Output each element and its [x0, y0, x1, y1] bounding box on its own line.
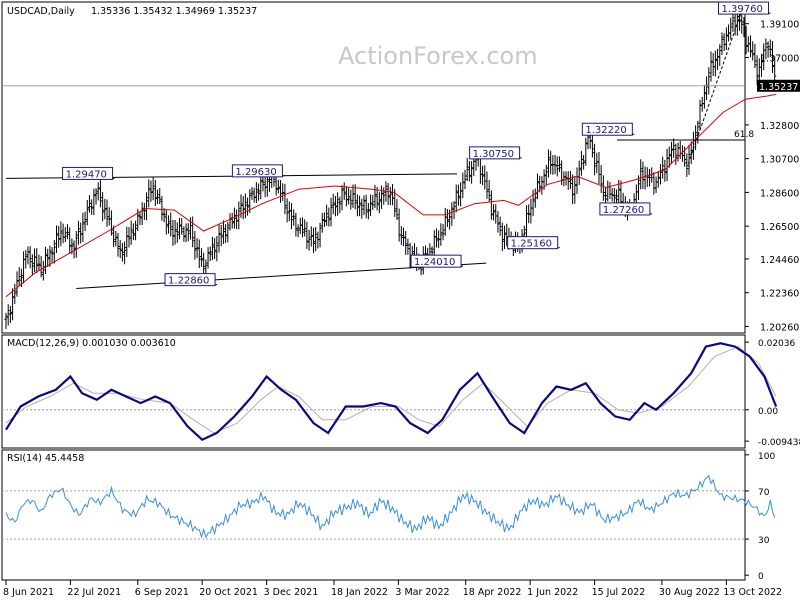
level-label-box — [507, 236, 559, 250]
x-axis-band — [2, 583, 745, 597]
pane-frame-3 — [1, 449, 746, 581]
moving-average-line — [5, 93, 777, 298]
x-tick-label: 15 Jul 2022 — [592, 587, 646, 598]
macd-line — [5, 342, 778, 442]
y-tick-label: 1.32800 — [760, 121, 799, 132]
level-label-box — [231, 164, 283, 178]
pane-frame-1 — [1, 1, 746, 334]
rsi-y-label: 0 — [758, 572, 764, 582]
level-label-box — [599, 202, 651, 216]
x-tick-label: 20 Oct 2021 — [199, 587, 258, 598]
macd-y-label: 0.00 — [758, 407, 778, 417]
level-label-box — [164, 273, 216, 287]
level-label: 1.32220 — [585, 125, 626, 136]
rsi-y-label: 30 — [758, 536, 770, 546]
last-price-box — [757, 79, 800, 92]
x-tick-label: 1 Jun 2022 — [527, 587, 578, 598]
level-label: 1.29630 — [235, 167, 276, 178]
ohlc-header: 1.35336 1.35432 1.34969 1.35237 — [91, 6, 257, 17]
macd-y-label: 0.02036 — [758, 339, 795, 349]
pane-frame-2 — [1, 334, 746, 449]
rsi-y-label: 70 — [758, 488, 770, 498]
level-label-box — [410, 254, 462, 268]
x-tick-label: 18 Apr 2022 — [463, 587, 522, 598]
x-tick-label: 6 Sep 2021 — [135, 587, 189, 598]
x-tick-label: 3 Mar 2022 — [395, 587, 449, 598]
y-tick-label: 1.30700 — [760, 155, 799, 166]
level-label-box — [581, 122, 633, 136]
y-tick-label: 1.28600 — [760, 188, 799, 199]
macd-signal-line — [5, 346, 777, 434]
macd-y-label: -0.009438 — [758, 438, 800, 448]
level-label: 1.27260 — [603, 205, 644, 216]
rsi-line — [5, 474, 776, 539]
level-label-box — [718, 1, 770, 15]
level-label: 1.25160 — [511, 239, 552, 250]
y-tick-label: 1.24460 — [760, 255, 799, 266]
chart-title: USDCAD,Daily — [7, 6, 75, 17]
watermark: ActionForex.com — [338, 42, 538, 70]
y-tick-label: 1.22360 — [760, 289, 799, 300]
x-tick-label: 3 Dec 2021 — [264, 587, 319, 598]
level-label: 1.30750 — [473, 149, 514, 160]
y-tick-label: 1.39100 — [760, 20, 799, 31]
rsi-title: RSI(14) 45.4458 — [7, 453, 84, 464]
x-tick-label: 30 Aug 2022 — [659, 587, 720, 598]
level-label-box — [469, 146, 521, 160]
last-price-label: 1.35237 — [759, 82, 798, 93]
x-tick-label: 22 Jul 2021 — [67, 587, 121, 598]
level-label: 1.39760 — [722, 4, 763, 15]
macd-title: MACD(12,26,9) 0.001030 0.003610 — [7, 338, 176, 349]
y-tick-label: 1.20260 — [760, 322, 799, 333]
level-label: 1.24010 — [414, 257, 455, 268]
fib-level-label: 61.8 — [734, 130, 754, 140]
x-tick-label: 13 Oct 2022 — [723, 587, 782, 598]
x-tick-label: 8 Jun 2021 — [3, 587, 54, 598]
level-label: 1.29470 — [66, 169, 107, 180]
fib-projection-line — [687, 12, 742, 164]
y-tick-label: 1.26500 — [760, 222, 799, 233]
level-label: 1.22860 — [168, 276, 209, 287]
level-label-box — [62, 166, 114, 180]
y-tick-label: 1.37000 — [760, 53, 799, 64]
rsi-y-label: 100 — [758, 452, 775, 462]
x-tick-label: 18 Jan 2022 — [331, 587, 388, 598]
